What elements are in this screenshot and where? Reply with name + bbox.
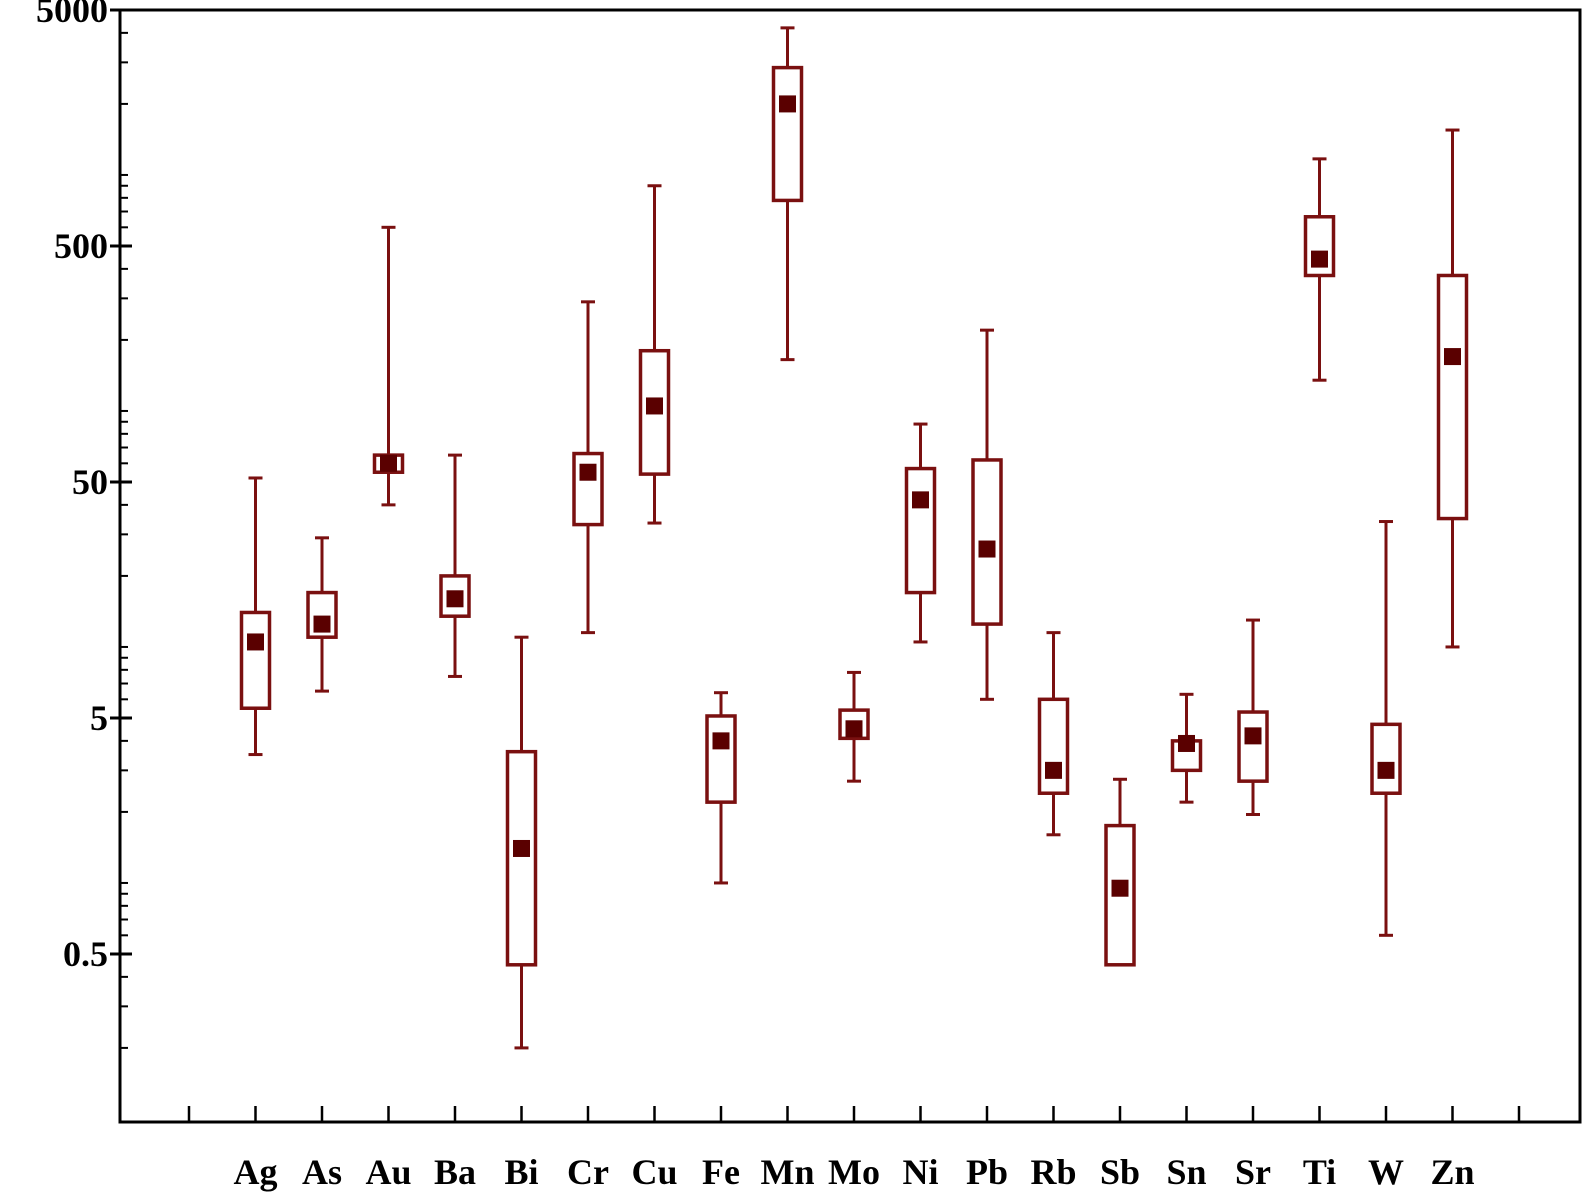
median-marker: [978, 540, 996, 558]
iqr-box: [1237, 710, 1269, 783]
median-marker: [313, 615, 331, 633]
median-marker: [712, 732, 730, 750]
iqr-box: [904, 466, 937, 595]
x-tick-label: Zn: [1430, 1152, 1474, 1192]
iqr-box: [1436, 273, 1469, 521]
box-sb: [1104, 777, 1136, 967]
x-tick-label: Mn: [761, 1152, 815, 1192]
median-marker: [1178, 734, 1195, 752]
iqr-box: [505, 749, 538, 967]
y-axis: 0.5 5 50 500 5000: [36, 0, 132, 1049]
median-marker: [646, 397, 663, 415]
median-marker: [380, 454, 397, 472]
iqr-box: [1370, 722, 1402, 795]
box-ba: [439, 453, 471, 678]
box-fe: [705, 691, 737, 885]
box-zn: [1436, 128, 1469, 649]
x-tick-label: Sr: [1235, 1152, 1271, 1192]
y-tick-label: 0.5: [63, 934, 108, 974]
median-marker: [1244, 727, 1262, 745]
median-marker: [1311, 250, 1328, 268]
x-tick-label: Ag: [234, 1152, 278, 1192]
median-marker: [1111, 879, 1129, 897]
box-cr: [572, 300, 604, 635]
box-sr: [1237, 618, 1269, 817]
median-marker: [1444, 348, 1461, 366]
box-ti: [1303, 157, 1336, 382]
median-marker: [779, 95, 796, 113]
median-marker: [912, 491, 929, 509]
x-tick-label: Ni: [903, 1152, 939, 1192]
x-tick-label: Ti: [1303, 1152, 1336, 1192]
iqr-box: [239, 610, 272, 710]
box-w: [1370, 520, 1402, 937]
box-cu: [638, 184, 671, 525]
x-tick-label: W: [1368, 1152, 1404, 1192]
x-tick-label: Sb: [1100, 1152, 1140, 1192]
x-tick-label: As: [302, 1152, 342, 1192]
x-tick-label: Cr: [567, 1152, 609, 1192]
plot-frame: [118, 8, 1582, 1124]
box-pb: [971, 328, 1003, 701]
x-tick-label: Cu: [631, 1152, 677, 1192]
y-tick-label: 50: [72, 462, 108, 502]
x-tick-label: Bi: [504, 1152, 538, 1192]
box-ag: [239, 476, 272, 757]
box-mo: [838, 670, 870, 783]
box-au: [372, 225, 405, 507]
median-marker: [845, 720, 863, 738]
x-tick-label: Rb: [1030, 1152, 1076, 1192]
median-marker: [247, 633, 264, 651]
box-rb: [1037, 631, 1070, 837]
box-series: [239, 26, 1469, 1050]
median-marker: [579, 463, 597, 481]
box-sn: [1170, 692, 1203, 804]
box-bi: [505, 635, 538, 1050]
x-axis: Ag As Au Ba Bi Cr Cu Fe Mn Mo Ni Pb Rb Sb Sn Sr Ti W Zn: [187, 1106, 1521, 1192]
x-tick-label: Ba: [434, 1152, 476, 1192]
iqr-box: [306, 590, 338, 639]
y-tick-label: 5: [90, 698, 108, 738]
iqr-box: [1037, 697, 1070, 795]
box-mn: [771, 26, 804, 362]
box-as: [306, 536, 338, 693]
iqr-box: [771, 65, 804, 203]
x-tick-label: Fe: [702, 1152, 740, 1192]
x-tick-label: Mo: [828, 1152, 880, 1192]
x-tick-label: Sn: [1166, 1152, 1206, 1192]
median-marker: [1377, 761, 1395, 779]
y-tick-label: 500: [54, 226, 108, 266]
iqr-box: [705, 714, 737, 804]
x-tick-label: Pb: [966, 1152, 1008, 1192]
x-tick-label: Au: [365, 1152, 411, 1192]
median-marker: [446, 590, 464, 608]
median-marker: [513, 839, 530, 857]
box-ni: [904, 422, 937, 644]
y-tick-label: 5000: [36, 0, 108, 30]
median-marker: [1045, 761, 1062, 779]
